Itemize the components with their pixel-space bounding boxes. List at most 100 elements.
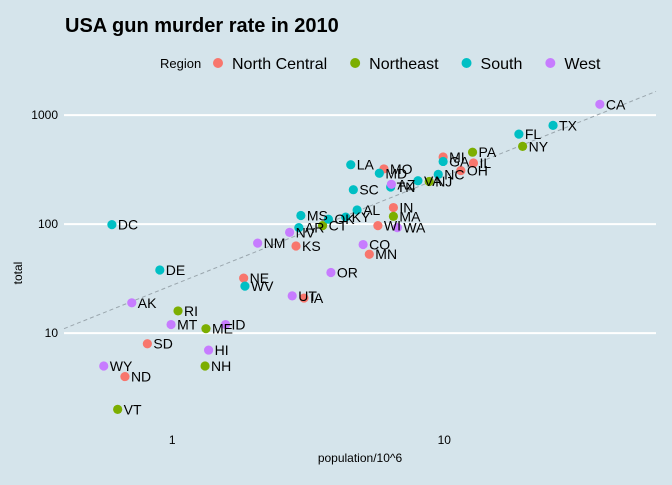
point-label: GA	[449, 153, 470, 169]
data-point	[285, 227, 295, 238]
legend-key	[213, 58, 223, 68]
legend-key	[545, 58, 556, 68]
data-point	[127, 298, 137, 308]
data-point	[203, 345, 214, 355]
point-label: TN	[397, 179, 416, 195]
point-labels: IA IL IN KS MI MN MO ND NE OH SD WI CT MA ME NH NJ NY PA RI…	[110, 96, 626, 417]
grid-lines	[64, 114, 656, 335]
point-label: RI	[184, 303, 198, 319]
point-label: KY	[352, 209, 371, 225]
data-point	[240, 281, 250, 291]
data-point	[352, 205, 362, 215]
point-label: TX	[559, 117, 578, 133]
data-point	[201, 324, 211, 334]
data-point	[318, 220, 328, 231]
chart-title: USA gun murder rate in 2010	[65, 15, 339, 37]
data-point	[438, 156, 448, 167]
point-label: AK	[138, 295, 157, 311]
data-point	[348, 185, 358, 195]
data-point	[200, 361, 210, 371]
data-point	[299, 293, 309, 303]
legend-key	[350, 58, 361, 68]
point-label: WA	[403, 220, 426, 236]
data-point	[346, 160, 356, 170]
x-axis-label: population/10^6	[318, 451, 403, 465]
point-label: NY	[529, 138, 549, 154]
point-label: CT	[329, 218, 348, 234]
data-point	[323, 214, 334, 224]
point-label: MO	[390, 161, 413, 177]
point-label: DE	[166, 262, 185, 278]
data-point	[364, 249, 374, 259]
data-point	[433, 169, 443, 179]
data-point	[120, 371, 130, 382]
point-label: PA	[479, 144, 497, 160]
point-label: LA	[357, 157, 375, 173]
y-axis-label: total	[11, 262, 25, 285]
point-label: KS	[302, 238, 321, 254]
data-point	[253, 238, 263, 248]
point-label: IL	[479, 155, 491, 171]
point-label: NC	[444, 166, 464, 182]
point-label: VT	[124, 401, 142, 417]
point-label: NH	[211, 358, 231, 374]
data-point	[386, 179, 396, 189]
point-label: FL	[525, 126, 542, 142]
data-point	[374, 168, 384, 178]
data-point	[413, 176, 423, 186]
data-point	[388, 211, 399, 221]
legend-item-label: Northeast	[369, 56, 439, 73]
point-label: OH	[467, 163, 488, 179]
point-label: CO	[369, 237, 390, 253]
data-point	[456, 165, 466, 176]
legend: Region North Central Northeast South West	[160, 56, 601, 73]
y-tick-label: 10	[45, 326, 59, 340]
data-point	[341, 212, 351, 222]
point-label: SC	[359, 182, 378, 198]
point-label: WY	[110, 358, 133, 374]
point-label: ND	[131, 369, 151, 385]
point-label: HI	[215, 342, 229, 358]
point-label: UT	[298, 288, 317, 304]
legend-item-label: North Central	[232, 56, 327, 73]
point-label: VA	[424, 173, 442, 189]
data-point	[358, 239, 368, 250]
data-point	[142, 339, 152, 349]
point-label: MN	[375, 246, 397, 262]
y-tick-label: 100	[38, 217, 58, 231]
data-point	[373, 220, 383, 231]
point-label: ME	[212, 321, 233, 337]
data-point	[296, 210, 306, 221]
data-point	[155, 265, 165, 275]
legend-title: Region	[160, 56, 201, 71]
point-label: IA	[310, 290, 324, 306]
point-label: SD	[153, 336, 172, 352]
point-label: AR	[305, 220, 324, 236]
legend-key	[461, 58, 472, 68]
legend-item-label: South	[481, 56, 523, 73]
data-point	[468, 158, 479, 168]
data-point	[166, 319, 176, 330]
point-label: MD	[385, 165, 407, 181]
point-label: AL	[363, 202, 380, 218]
point-label: NE	[250, 270, 269, 286]
y-tick-label: 1000	[31, 108, 58, 122]
data-point	[595, 99, 605, 109]
point-label: WV	[251, 278, 274, 294]
point-label: MA	[399, 208, 421, 224]
data-point	[518, 141, 528, 151]
point-label: CA	[606, 96, 626, 112]
data-point	[392, 222, 402, 233]
data-point	[291, 241, 301, 251]
data-point	[107, 220, 117, 230]
point-label: MI	[449, 149, 465, 165]
data-point	[173, 306, 183, 316]
point-label: ID	[232, 317, 246, 333]
data-point	[514, 129, 524, 139]
data-point	[424, 176, 434, 187]
data-point	[467, 147, 478, 157]
x-tick-label: 10	[438, 433, 452, 447]
